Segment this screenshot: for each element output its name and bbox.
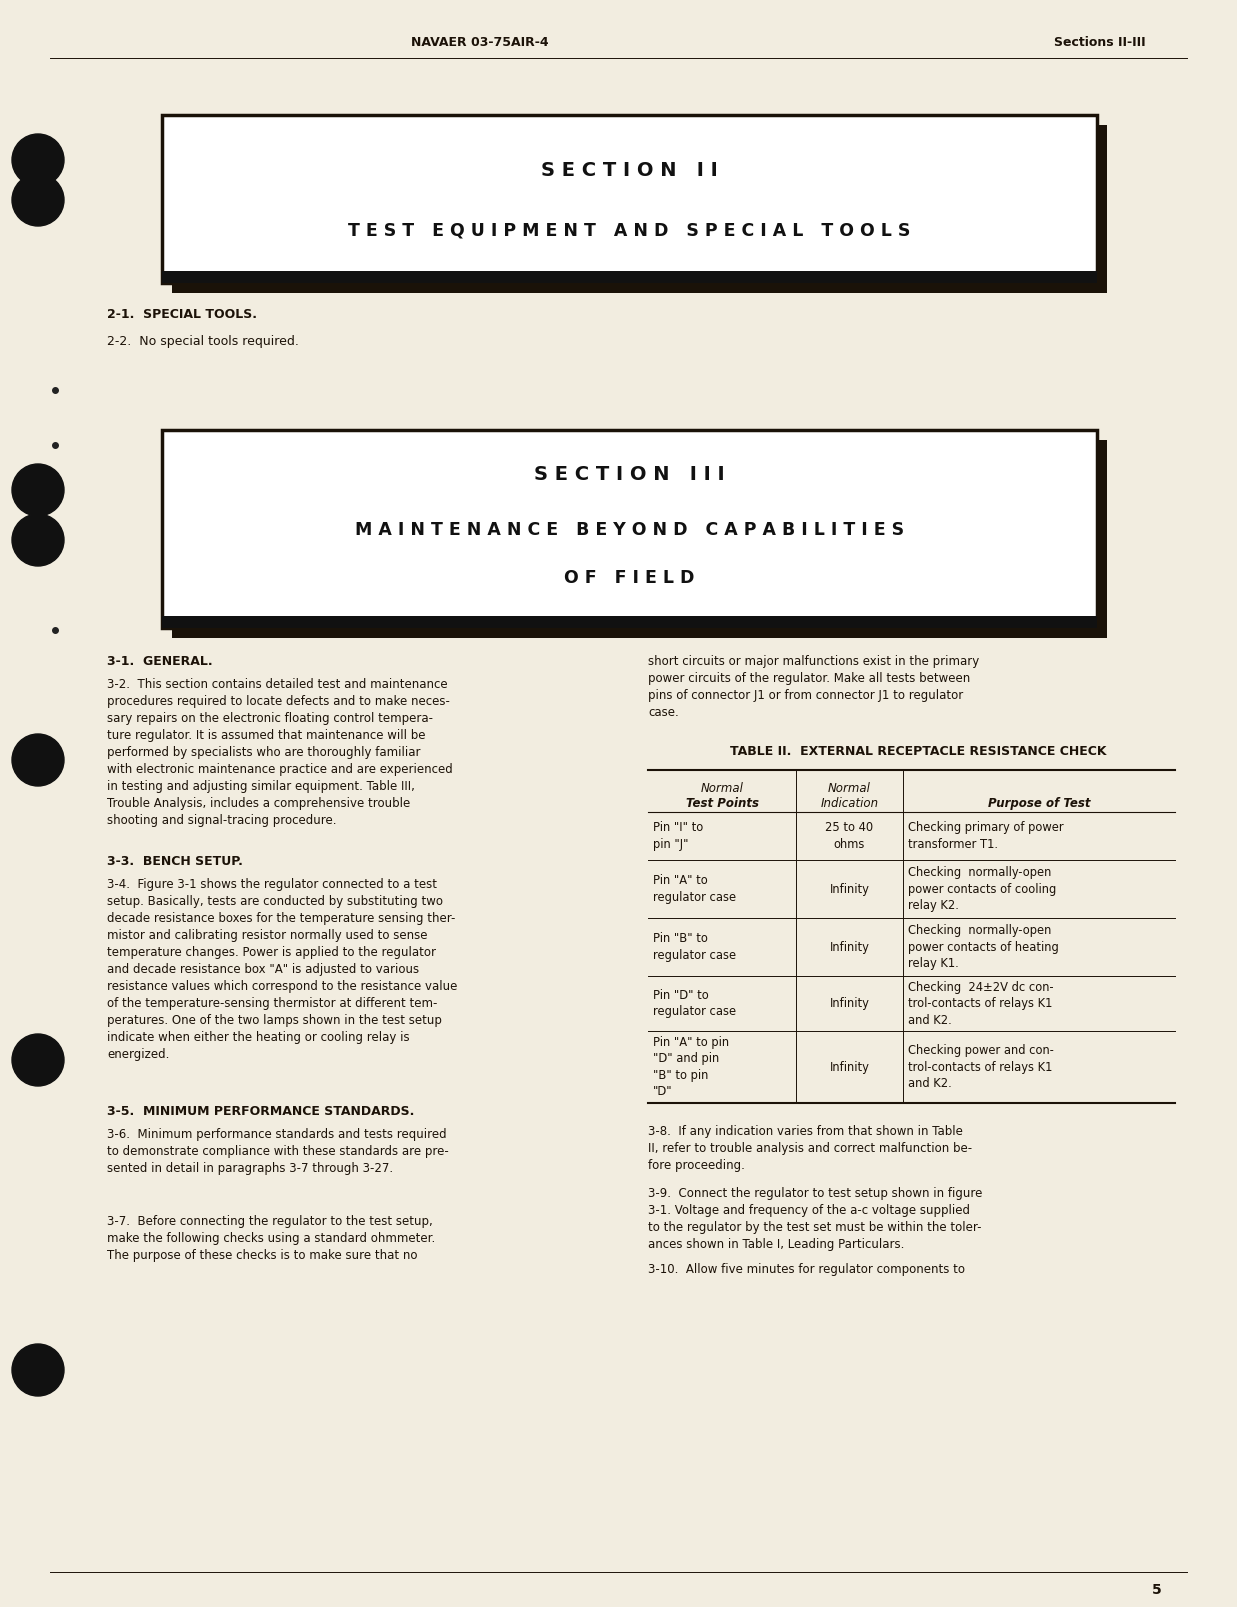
Bar [162,272,1097,283]
Text: 3-1.  GENERAL.: 3-1. GENERAL. [106,656,213,669]
Text: Sections II-III: Sections II-III [1054,35,1145,48]
Text: 3-3.  BENCH SETUP.: 3-3. BENCH SETUP. [106,855,242,868]
Text: M A I N T E N A N C E   B E Y O N D   C A P A B I L I T I E S: M A I N T E N A N C E B E Y O N D C A P … [355,521,904,538]
Text: Checking  normally-open
power contacts of heating
relay K1.: Checking normally-open power contacts of… [908,924,1059,971]
Text: S E C T I O N   I I: S E C T I O N I I [541,161,717,180]
Text: Infinity: Infinity [830,940,870,953]
Bar [172,440,1107,638]
Text: Infinity: Infinity [830,1061,870,1073]
Text: 3-2.  This section contains detailed test and maintenance
procedures required to: 3-2. This section contains detailed test… [106,678,453,828]
Circle shape [12,174,64,227]
Text: short circuits or major malfunctions exist in the primary
power circuits of the : short circuits or major malfunctions exi… [648,656,980,718]
Text: Infinity: Infinity [830,882,870,895]
Text: 25 to 40
ohms: 25 to 40 ohms [825,821,873,850]
Text: 3-10.  Allow five minutes for regulator components to: 3-10. Allow five minutes for regulator c… [648,1263,965,1276]
Text: 3-6.  Minimum performance standards and tests required
to demonstrate compliance: 3-6. Minimum performance standards and t… [106,1128,449,1175]
Text: Checking power and con-
trol-contacts of relays K1
and K2.: Checking power and con- trol-contacts of… [908,1045,1054,1090]
Text: Normal: Normal [828,783,871,795]
Text: S E C T I O N   I I I: S E C T I O N I I I [534,466,725,484]
Text: Pin "B" to
regulator case: Pin "B" to regulator case [653,932,736,961]
Text: 3-4.  Figure 3-1 shows the regulator connected to a test
setup. Basically, tests: 3-4. Figure 3-1 shows the regulator conn… [106,877,458,1061]
Text: Normal: Normal [700,783,743,795]
Circle shape [12,464,64,516]
Text: 3-8.  If any indication varies from that shown in Table
II, refer to trouble ana: 3-8. If any indication varies from that … [648,1125,972,1172]
Text: Checking primary of power
transformer T1.: Checking primary of power transformer T1… [908,821,1064,850]
Text: 3-9.  Connect the regulator to test setup shown in figure
3-1. Voltage and frequ: 3-9. Connect the regulator to test setup… [648,1188,982,1250]
Text: Test Points: Test Points [685,797,758,810]
Bar [162,431,1097,628]
Circle shape [12,1343,64,1396]
Text: TABLE II.  EXTERNAL RECEPTACLE RESISTANCE CHECK: TABLE II. EXTERNAL RECEPTACLE RESISTANCE… [730,746,1106,759]
Bar [162,615,1097,628]
Text: Pin "I" to
pin "J": Pin "I" to pin "J" [653,821,704,850]
Text: O F   F I E L D: O F F I E L D [564,569,695,587]
Circle shape [12,514,64,566]
Text: T E S T   E Q U I P M E N T   A N D   S P E C I A L   T O O L S: T E S T E Q U I P M E N T A N D S P E C … [349,222,910,239]
Circle shape [12,1033,64,1086]
Text: Checking  normally-open
power contacts of cooling
relay K2.: Checking normally-open power contacts of… [908,866,1056,913]
Text: 2-1.  SPECIAL TOOLS.: 2-1. SPECIAL TOOLS. [106,309,257,321]
Text: 3-7.  Before connecting the regulator to the test setup,
make the following chec: 3-7. Before connecting the regulator to … [106,1215,435,1261]
Text: 5: 5 [1152,1583,1162,1597]
Text: Pin "A" to
regulator case: Pin "A" to regulator case [653,874,736,903]
Text: 2-2.  No special tools required.: 2-2. No special tools required. [106,334,299,349]
Text: Purpose of Test: Purpose of Test [988,797,1090,810]
Circle shape [12,734,64,786]
Text: Checking  24±2V dc con-
trol-contacts of relays K1
and K2.: Checking 24±2V dc con- trol-contacts of … [908,980,1054,1027]
Text: NAVAER 03-75AIR-4: NAVAER 03-75AIR-4 [411,35,549,48]
Text: Indication: Indication [820,797,878,810]
Text: Infinity: Infinity [830,996,870,1011]
Text: 3-5.  MINIMUM PERFORMANCE STANDARDS.: 3-5. MINIMUM PERFORMANCE STANDARDS. [106,1106,414,1118]
Text: Pin "D" to
regulator case: Pin "D" to regulator case [653,988,736,1019]
Circle shape [12,133,64,186]
Bar [162,116,1097,283]
Bar [172,125,1107,292]
Text: Pin "A" to pin
"D" and pin
"B" to pin
"D": Pin "A" to pin "D" and pin "B" to pin "D… [653,1037,729,1098]
